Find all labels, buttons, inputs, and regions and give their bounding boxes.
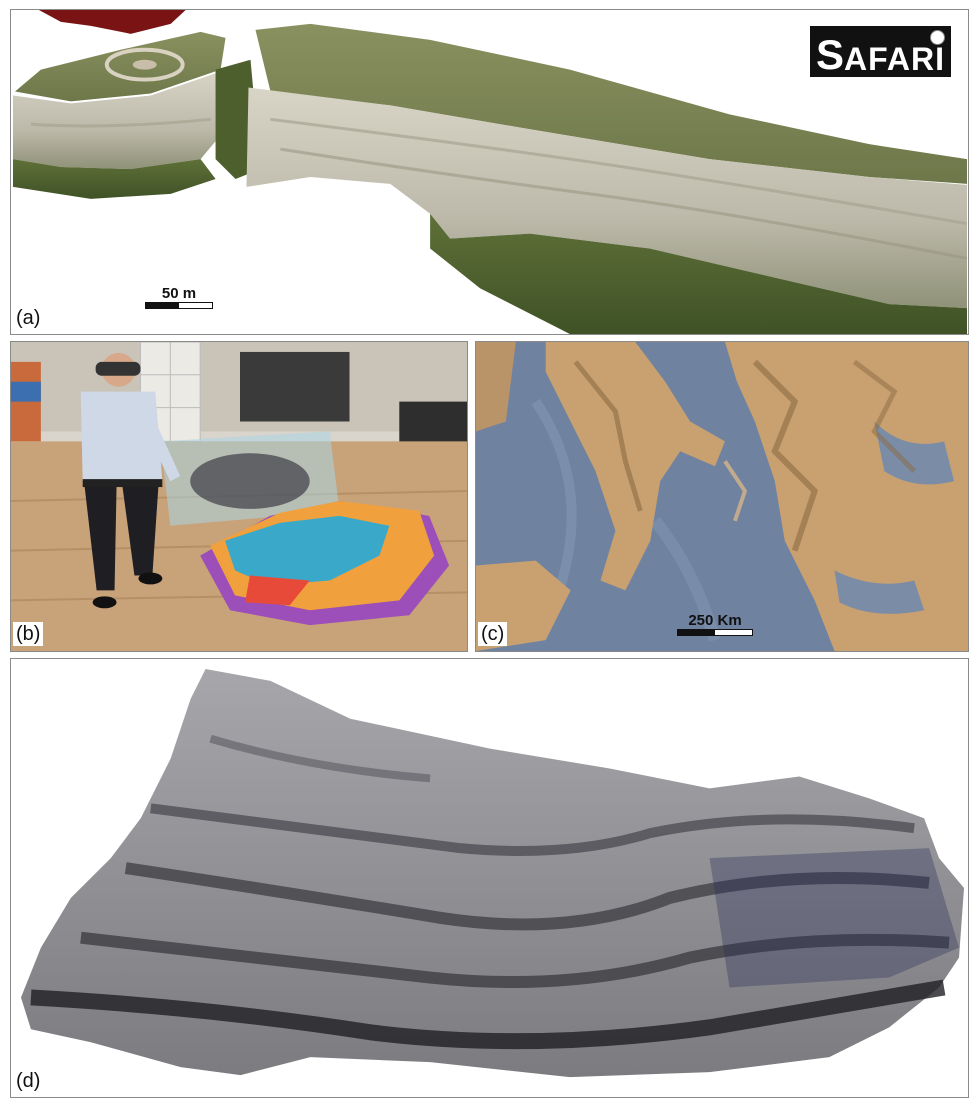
cliff-model-image	[12, 10, 968, 334]
panel-a: S AFARI 50 m (a)	[10, 9, 969, 335]
scale-bar-a-text: 50 m	[161, 285, 197, 302]
scale-bar-c: 250 Km	[677, 613, 753, 636]
safari-logo: S AFARI	[810, 26, 951, 77]
globe-icon	[930, 30, 945, 45]
panel-label-b: (b)	[13, 622, 44, 646]
mixed-reality-photo	[11, 342, 467, 651]
printed-model-image	[11, 659, 968, 1097]
panel-label-d: (d)	[13, 1069, 44, 1093]
panel-c: 250 Km (c)	[475, 341, 969, 652]
panel-label-a: (a)	[13, 306, 44, 330]
scale-bar-c-text: 250 Km	[688, 612, 742, 629]
scale-bar-a: 50 m	[145, 286, 213, 309]
relief-map-image	[476, 342, 968, 651]
logo-rest: AFARI	[844, 41, 946, 77]
panel-b: (b)	[10, 341, 468, 652]
panel-label-c: (c)	[478, 622, 508, 646]
panel-d: (d)	[10, 658, 969, 1098]
logo-initial: S	[816, 31, 845, 78]
